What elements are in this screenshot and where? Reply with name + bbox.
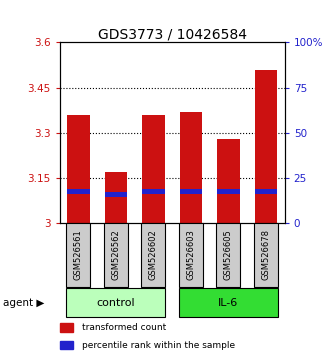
Bar: [180, 112, 202, 223]
Bar: [216, 223, 240, 287]
Bar: [67, 115, 90, 223]
Bar: [141, 223, 166, 287]
Bar: [179, 288, 278, 317]
Bar: [105, 192, 127, 196]
Text: GSM526561: GSM526561: [74, 229, 83, 280]
Bar: [104, 223, 128, 287]
Text: IL-6: IL-6: [218, 298, 239, 308]
Bar: [60, 323, 73, 332]
Text: percentile rank within the sample: percentile rank within the sample: [82, 341, 235, 350]
Bar: [67, 189, 90, 194]
Bar: [217, 189, 240, 194]
Bar: [60, 341, 73, 349]
Title: GDS3773 / 10426584: GDS3773 / 10426584: [98, 27, 247, 41]
Bar: [255, 70, 277, 223]
Bar: [180, 189, 202, 194]
Bar: [66, 223, 90, 287]
Text: GSM526602: GSM526602: [149, 229, 158, 280]
Text: transformed count: transformed count: [82, 323, 166, 332]
Bar: [179, 223, 203, 287]
Text: GSM526562: GSM526562: [111, 229, 120, 280]
Text: GSM526678: GSM526678: [261, 229, 270, 280]
Bar: [254, 223, 278, 287]
Bar: [142, 115, 165, 223]
Bar: [255, 189, 277, 194]
Text: agent ▶: agent ▶: [3, 298, 45, 308]
Bar: [142, 189, 165, 194]
Bar: [105, 172, 127, 223]
Bar: [66, 288, 166, 317]
Text: GSM526603: GSM526603: [186, 229, 195, 280]
Text: GSM526605: GSM526605: [224, 229, 233, 280]
Text: control: control: [97, 298, 135, 308]
Bar: [217, 139, 240, 223]
